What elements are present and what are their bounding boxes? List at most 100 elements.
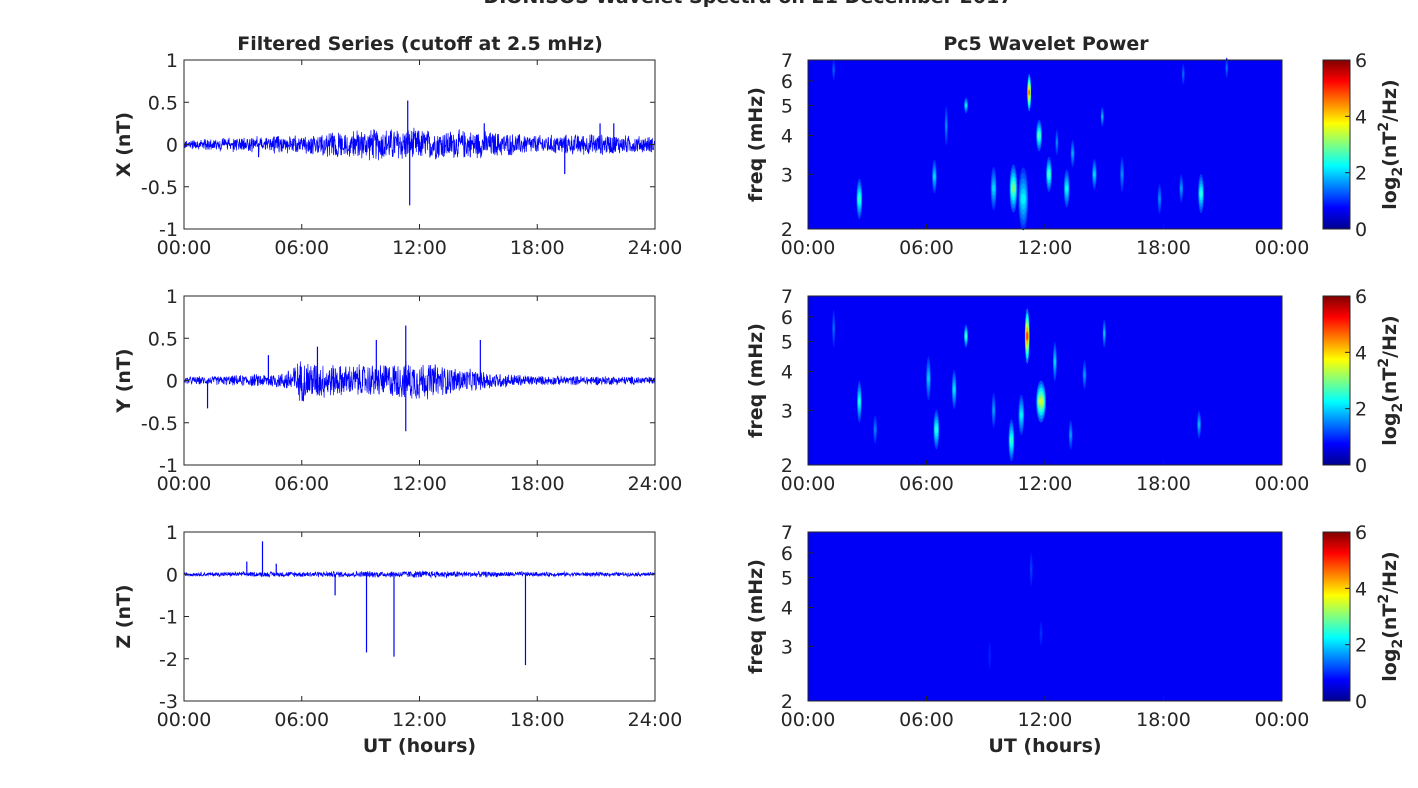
xtick-label: 18:00 [510, 237, 565, 259]
power-blob [951, 370, 957, 409]
colorbar-label-part: 2 [1390, 403, 1406, 413]
xtick-label: 00:00 [1255, 473, 1310, 495]
ytick-label: 4 [781, 125, 793, 147]
colorbar-label-part: 2 [1376, 594, 1392, 604]
colorbar-tick-label: 0 [1355, 691, 1367, 713]
power-blob [991, 392, 996, 428]
colorbar-label-part: /Hz) [1379, 315, 1401, 358]
y-axis-label: freq (mHz) [745, 559, 767, 674]
xtick-label: 18:00 [510, 709, 565, 731]
power-blob [1018, 167, 1029, 231]
ytick-label: 7 [781, 522, 793, 544]
ytick-label: 3 [781, 400, 793, 422]
power-contour [1009, 436, 1013, 444]
power-contour [934, 426, 938, 433]
xtick-label: 00:00 [157, 237, 212, 259]
y-axis-label: Z (nT) [113, 584, 135, 648]
power-blob [1120, 156, 1124, 192]
colorbar-label-part: (nT [1379, 132, 1401, 167]
power-blob [1055, 129, 1059, 156]
ytick-label: 3 [781, 164, 793, 186]
ytick-label: 1 [166, 50, 178, 72]
ytick-label: 4 [781, 597, 793, 619]
xtick-label: 00:00 [781, 237, 836, 259]
xtick-label: 18:00 [1136, 473, 1191, 495]
ytick-label: -1 [159, 607, 178, 629]
power-contour [1020, 193, 1026, 205]
power-blob [1024, 308, 1030, 364]
power-blob [933, 409, 940, 450]
power-contour [933, 173, 936, 180]
colorbar-gradient [1322, 295, 1351, 466]
power-blob [1070, 139, 1075, 168]
power-contour [1038, 398, 1044, 406]
xtick-label: 18:00 [1136, 709, 1191, 731]
ytick-label: 6 [781, 307, 793, 329]
xtick-label: 18:00 [1136, 237, 1191, 259]
power-blob [1036, 380, 1046, 423]
xtick-label: 06:00 [899, 709, 954, 731]
colorbar-tick-label: 6 [1355, 50, 1367, 72]
power-contour [1101, 114, 1104, 119]
xtick-label: 00:00 [781, 473, 836, 495]
power-contour [965, 104, 967, 107]
xtick-label: 00:00 [781, 709, 836, 731]
ytick-label: 1 [166, 286, 178, 308]
power-contour [1065, 185, 1069, 192]
colorbar-tick-label: 6 [1355, 522, 1367, 544]
ytick-label: 0.5 [148, 328, 178, 350]
colorbar-label-part: 2 [1390, 167, 1406, 177]
power-blob [964, 324, 968, 348]
plot-area [184, 532, 655, 701]
colorbar-label-part: log [1379, 413, 1401, 446]
x-axis-label: UT (hours) [988, 735, 1101, 757]
ytick-label: -0.5 [141, 177, 178, 199]
power-blob [1009, 164, 1018, 213]
xtick-label: 06:00 [274, 709, 329, 731]
xtick-label: 12:00 [392, 473, 447, 495]
power-contour [1225, 66, 1228, 70]
power-blob [1092, 159, 1097, 190]
ytick-label: -1 [159, 219, 178, 241]
power-contour [992, 407, 995, 414]
ytick-label: -0.5 [141, 413, 178, 435]
colorbar-tick-label: 2 [1355, 635, 1367, 657]
ytick-label: 5 [781, 95, 793, 117]
power-contour [1199, 190, 1203, 197]
xtick-label: 00:00 [1255, 237, 1310, 259]
power-contour [1040, 631, 1042, 636]
power-contour [1198, 422, 1201, 427]
power-contour [1037, 132, 1041, 139]
ytick-label: 6 [781, 543, 793, 565]
colorbar-tick-label: 2 [1355, 399, 1367, 421]
power-blob [856, 178, 863, 220]
power-blob [1018, 394, 1025, 436]
xtick-label: 12:00 [392, 709, 447, 731]
colorbar-tick-label: 6 [1355, 286, 1367, 308]
ytick-label: 0.5 [148, 92, 178, 114]
xtick-label: 24:00 [628, 237, 683, 259]
xtick-label: 12:00 [1018, 473, 1073, 495]
power-contour [1071, 151, 1074, 156]
colorbar-label-part: /Hz) [1379, 79, 1401, 122]
colorbar-tick-label: 4 [1355, 578, 1367, 600]
y-axis-label: freq (mHz) [745, 87, 767, 202]
timeseries-panel-1: 1 0.5 0 -0.5 -100:00 06:00 12:00 18:00 24:00 X (n… [113, 50, 682, 259]
y-axis-label: X (nT) [113, 112, 135, 177]
power-blob [964, 97, 968, 114]
xtick-label: 18:00 [510, 473, 565, 495]
power-contour [1026, 331, 1029, 341]
power-contour [1056, 140, 1058, 145]
power-contour [988, 653, 991, 658]
figure-title: DIONISOS Wavelet Spectra on 21 December … [483, 0, 1012, 8]
power-contour [1053, 358, 1056, 366]
colorbar-label-part: /Hz) [1379, 551, 1401, 594]
power-blob [1045, 156, 1052, 192]
xtick-label: 12:00 [392, 237, 447, 259]
power-contour [945, 122, 948, 130]
